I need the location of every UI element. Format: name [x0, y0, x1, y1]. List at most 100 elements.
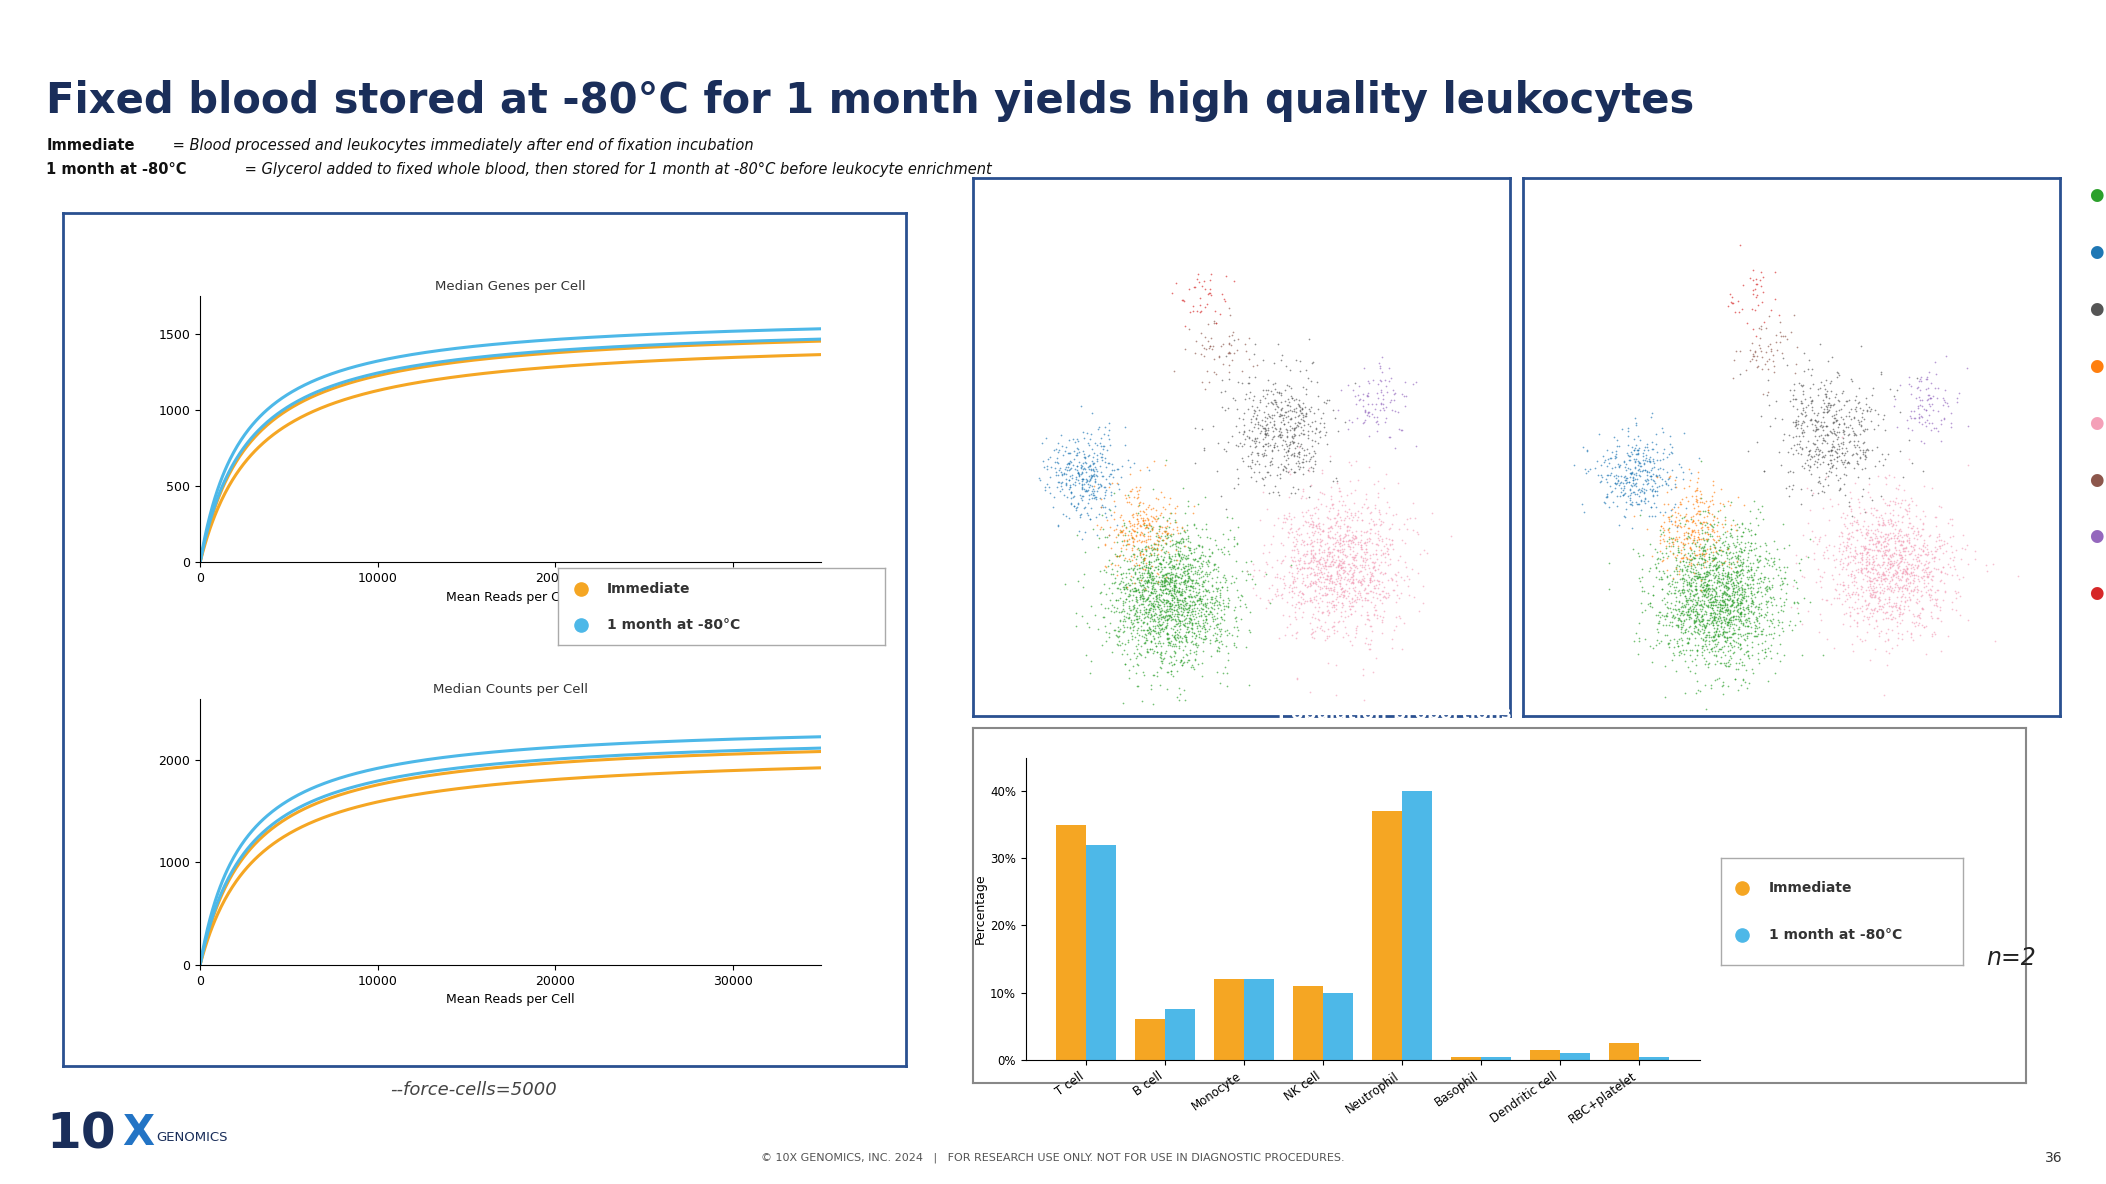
Point	[1860, 617, 1893, 636]
Point	[1133, 596, 1167, 614]
Point	[1683, 624, 1716, 643]
Point	[1173, 587, 1207, 606]
Point	[1154, 665, 1188, 684]
Point	[1674, 624, 1708, 643]
Point	[1727, 541, 1761, 560]
Point	[1354, 564, 1388, 583]
Point	[1339, 556, 1373, 575]
Point	[1695, 542, 1729, 561]
Point	[1769, 478, 1803, 497]
Point	[1693, 611, 1727, 630]
Point	[1691, 579, 1725, 598]
Point	[1350, 591, 1384, 610]
Point	[1089, 485, 1122, 504]
Point	[1325, 381, 1358, 400]
Point	[1379, 384, 1413, 403]
Point	[1851, 555, 1885, 574]
Point	[1706, 619, 1740, 638]
Point	[1632, 597, 1666, 616]
Point	[1740, 549, 1773, 568]
Point	[1765, 612, 1799, 631]
Point	[1725, 554, 1759, 573]
Point	[1853, 562, 1887, 581]
Point	[1150, 603, 1184, 622]
Point	[1691, 597, 1725, 616]
Point	[1737, 597, 1771, 616]
Point	[1782, 444, 1815, 463]
Point	[1872, 541, 1906, 560]
Point	[1329, 607, 1363, 626]
Point	[1817, 388, 1851, 407]
Point	[1695, 510, 1729, 529]
Point	[1188, 628, 1221, 646]
Point	[1725, 639, 1759, 658]
Point	[1171, 538, 1205, 556]
Point	[1664, 611, 1697, 630]
Point	[1695, 504, 1729, 523]
Point	[1704, 611, 1737, 630]
Point	[1845, 411, 1879, 430]
Point	[1127, 588, 1160, 607]
Point	[1697, 591, 1731, 610]
Point	[1881, 568, 1914, 587]
Point	[1643, 633, 1676, 652]
Point	[1622, 445, 1655, 464]
Point	[1144, 601, 1177, 620]
Point	[1893, 514, 1927, 533]
Point	[1116, 504, 1150, 523]
Point	[1706, 573, 1740, 592]
Point	[1150, 632, 1184, 651]
Point	[1906, 560, 1940, 579]
Point	[1860, 501, 1893, 520]
Point	[1647, 495, 1681, 514]
Point	[1154, 662, 1188, 681]
Point	[1725, 603, 1759, 622]
Point	[1314, 572, 1348, 591]
Point	[1678, 580, 1712, 599]
Point	[1860, 578, 1893, 597]
Point	[1066, 463, 1099, 482]
Point	[1670, 511, 1704, 530]
Point	[1681, 619, 1714, 638]
Point	[1131, 572, 1165, 591]
Point	[1832, 403, 1866, 422]
Point	[1817, 588, 1851, 607]
Point	[1731, 596, 1765, 614]
Point	[1122, 562, 1156, 581]
Point	[1887, 532, 1921, 551]
Point	[1891, 496, 1925, 515]
Point	[1068, 459, 1101, 478]
Point	[1377, 439, 1411, 458]
Point	[1725, 575, 1759, 594]
Point	[1104, 573, 1137, 592]
Point	[1108, 617, 1141, 636]
Point	[1811, 433, 1845, 452]
Point	[1710, 548, 1744, 567]
Point	[1167, 591, 1200, 610]
Point	[1655, 529, 1689, 548]
Point	[1095, 596, 1129, 614]
Point	[1662, 600, 1695, 619]
Point	[1836, 572, 1870, 591]
Point	[1232, 374, 1266, 393]
Point	[1302, 551, 1335, 570]
Point	[1175, 601, 1209, 620]
Point	[1647, 529, 1681, 548]
Point	[1674, 561, 1708, 580]
Point	[1687, 573, 1721, 592]
Point	[1811, 395, 1845, 414]
Point	[1297, 622, 1331, 641]
Point	[1718, 632, 1752, 651]
Point	[1131, 561, 1165, 580]
Point	[1731, 609, 1765, 628]
Point	[1666, 601, 1700, 620]
Point	[1186, 616, 1219, 635]
Point	[1666, 583, 1700, 601]
Point	[1247, 543, 1280, 562]
Point	[1152, 606, 1186, 625]
Point	[1302, 541, 1335, 560]
Point	[1839, 583, 1872, 601]
Point	[1689, 501, 1723, 520]
Point	[1160, 521, 1194, 540]
Point	[1647, 519, 1681, 538]
